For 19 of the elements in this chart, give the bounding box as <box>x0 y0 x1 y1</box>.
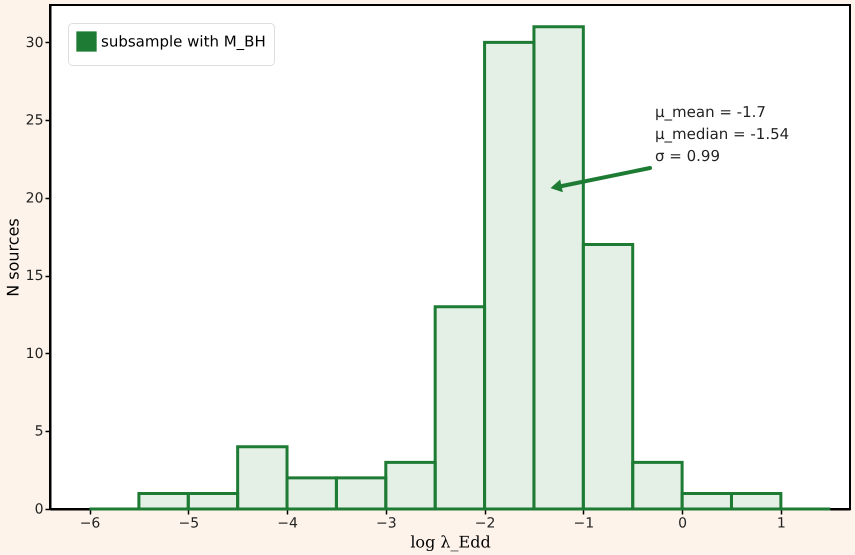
x-axis-title: log λ_Edd <box>410 532 491 552</box>
x-tick-label: −1 <box>574 516 594 532</box>
x-tick-label: 0 <box>678 516 688 532</box>
y-tick-label: 20 <box>26 190 44 206</box>
x-tick-label: 1 <box>776 516 786 532</box>
x-tick-label: −5 <box>178 516 200 532</box>
annotation: μ_mean = -1.7 μ_median = -1.54 σ = 0.99 <box>655 103 790 165</box>
y-axis-title: N sources <box>4 218 23 297</box>
legend-label: subsample with M_BH <box>101 32 266 50</box>
x-tick-label: −3 <box>376 516 397 532</box>
x-tick-label: −6 <box>80 516 100 532</box>
y-tick-label: 30 <box>26 34 44 51</box>
y-tick-label: 10 <box>26 346 44 362</box>
y-tick-label: 0 <box>34 502 44 518</box>
x-tick-label: −4 <box>277 516 298 532</box>
y-tick-label: 5 <box>34 424 44 440</box>
x-tick-label: −2 <box>474 516 496 532</box>
y-tick-label: 15 <box>26 268 44 284</box>
y-tick-label: 25 <box>26 112 44 129</box>
